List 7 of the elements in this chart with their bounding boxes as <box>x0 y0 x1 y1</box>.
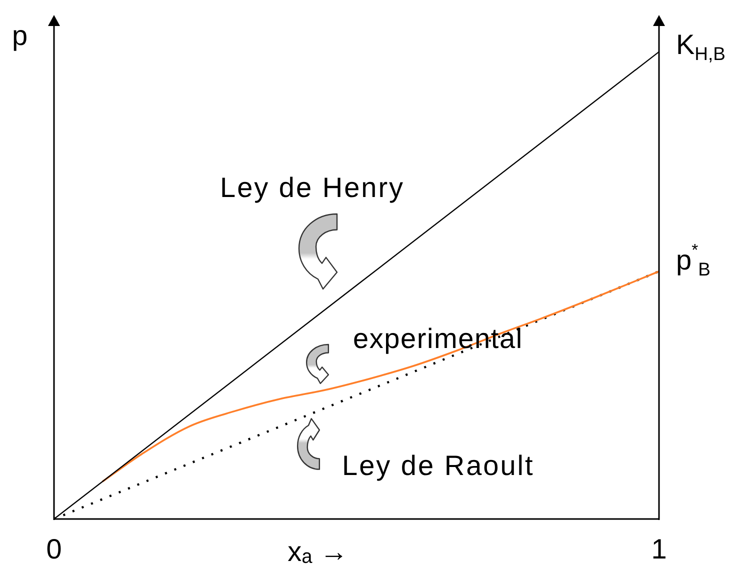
y-axis-title: p <box>12 20 28 51</box>
x-tick-label: 0 <box>46 534 62 565</box>
annotation: p*B <box>676 240 710 280</box>
x-axis-title: xₐ → <box>288 536 348 565</box>
series-label: Ley de Raoult <box>342 450 534 481</box>
series-label: Ley de Henry <box>220 172 405 203</box>
x-tick-label: 1 <box>651 534 667 565</box>
